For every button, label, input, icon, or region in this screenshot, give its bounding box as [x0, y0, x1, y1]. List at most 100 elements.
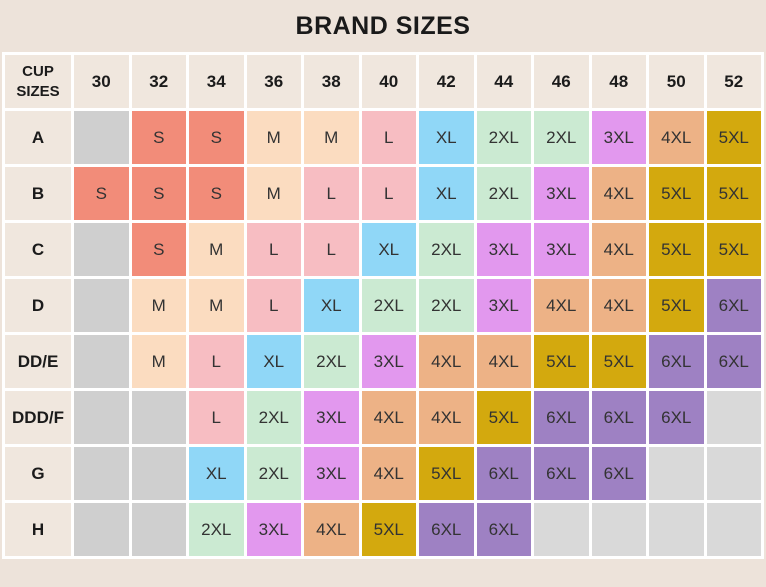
size-cell: 4XL: [591, 223, 646, 276]
size-cell: XL: [361, 223, 416, 276]
column-header-52: 52: [706, 55, 761, 108]
empty-cell: [74, 335, 129, 388]
size-cell: 5XL: [361, 503, 416, 556]
size-cell: 2XL: [246, 447, 301, 500]
column-header-50: 50: [649, 55, 704, 108]
size-cell: S: [131, 167, 186, 220]
row-label-dd-e: DD/E: [5, 335, 71, 388]
size-cell: 2XL: [189, 503, 244, 556]
size-cell: 2XL: [361, 279, 416, 332]
size-cell: 4XL: [534, 279, 589, 332]
column-header-46: 46: [534, 55, 589, 108]
column-header-44: 44: [476, 55, 531, 108]
column-header-48: 48: [591, 55, 646, 108]
size-cell: 5XL: [534, 335, 589, 388]
size-cell: M: [246, 167, 301, 220]
size-cell: 5XL: [706, 167, 761, 220]
size-cell: 2XL: [419, 223, 474, 276]
empty-cell: [534, 503, 589, 556]
size-cell: 5XL: [706, 223, 761, 276]
size-cell: XL: [189, 447, 244, 500]
size-cell: 3XL: [476, 223, 531, 276]
empty-cell: [74, 503, 129, 556]
size-cell: 3XL: [246, 503, 301, 556]
size-cell: 6XL: [419, 503, 474, 556]
row-label-ddd-f: DDD/F: [5, 391, 71, 444]
brand-size-table: CUP SIZES 30 32 34 36 38 40 42 44 46 48 50 52 A S S M M L X…: [2, 52, 764, 559]
column-header-32: 32: [131, 55, 186, 108]
size-cell: L: [189, 391, 244, 444]
empty-cell: [131, 391, 186, 444]
size-cell: 3XL: [476, 279, 531, 332]
size-cell: 5XL: [649, 223, 704, 276]
empty-cell: [131, 447, 186, 500]
size-cell: S: [131, 223, 186, 276]
size-cell: 6XL: [476, 503, 531, 556]
size-cell: 5XL: [649, 279, 704, 332]
empty-cell: [706, 391, 761, 444]
size-cell: 5XL: [649, 167, 704, 220]
column-header-42: 42: [419, 55, 474, 108]
row-label-a: A: [5, 111, 71, 164]
size-cell: S: [74, 167, 129, 220]
row-label-b: B: [5, 167, 71, 220]
size-cell: S: [131, 111, 186, 164]
size-cell: 3XL: [361, 335, 416, 388]
size-cell: L: [361, 167, 416, 220]
size-cell: 5XL: [591, 335, 646, 388]
size-cell: 4XL: [591, 279, 646, 332]
size-cell: 3XL: [534, 223, 589, 276]
page-title: BRAND SIZES: [295, 11, 471, 40]
size-cell: S: [189, 111, 244, 164]
size-cell: 5XL: [706, 111, 761, 164]
size-cell: 4XL: [649, 111, 704, 164]
size-cell: 2XL: [476, 111, 531, 164]
column-header-34: 34: [189, 55, 244, 108]
size-cell: 3XL: [304, 391, 359, 444]
size-cell: 3XL: [591, 111, 646, 164]
size-cell: 4XL: [419, 391, 474, 444]
size-cell: 6XL: [649, 391, 704, 444]
empty-cell: [74, 111, 129, 164]
size-cell: S: [189, 167, 244, 220]
size-cell: M: [246, 111, 301, 164]
size-cell: 3XL: [534, 167, 589, 220]
size-cell: 4XL: [361, 391, 416, 444]
size-cell: M: [304, 111, 359, 164]
size-cell: L: [304, 167, 359, 220]
size-cell: 3XL: [304, 447, 359, 500]
size-cell: 2XL: [246, 391, 301, 444]
size-cell: M: [189, 279, 244, 332]
empty-cell: [649, 447, 704, 500]
size-cell: 6XL: [591, 391, 646, 444]
size-cell: 4XL: [419, 335, 474, 388]
size-cell: M: [131, 335, 186, 388]
size-cell: M: [189, 223, 244, 276]
empty-cell: [649, 503, 704, 556]
empty-cell: [74, 279, 129, 332]
size-cell: 6XL: [706, 279, 761, 332]
row-label-h: H: [5, 503, 71, 556]
column-header-36: 36: [246, 55, 301, 108]
size-cell: 6XL: [591, 447, 646, 500]
size-cell: 4XL: [304, 503, 359, 556]
row-label-g: G: [5, 447, 71, 500]
size-cell: 6XL: [649, 335, 704, 388]
column-header-30: 30: [74, 55, 129, 108]
size-cell: 2XL: [476, 167, 531, 220]
size-cell: XL: [246, 335, 301, 388]
size-cell: L: [189, 335, 244, 388]
empty-cell: [706, 447, 761, 500]
column-header-38: 38: [304, 55, 359, 108]
row-label-d: D: [5, 279, 71, 332]
size-cell: XL: [419, 111, 474, 164]
size-cell: 2XL: [419, 279, 474, 332]
size-cell: L: [246, 279, 301, 332]
empty-cell: [74, 447, 129, 500]
empty-cell: [706, 503, 761, 556]
size-cell: 4XL: [361, 447, 416, 500]
empty-cell: [131, 503, 186, 556]
size-cell: 6XL: [534, 391, 589, 444]
empty-cell: [74, 391, 129, 444]
size-cell: 6XL: [706, 335, 761, 388]
